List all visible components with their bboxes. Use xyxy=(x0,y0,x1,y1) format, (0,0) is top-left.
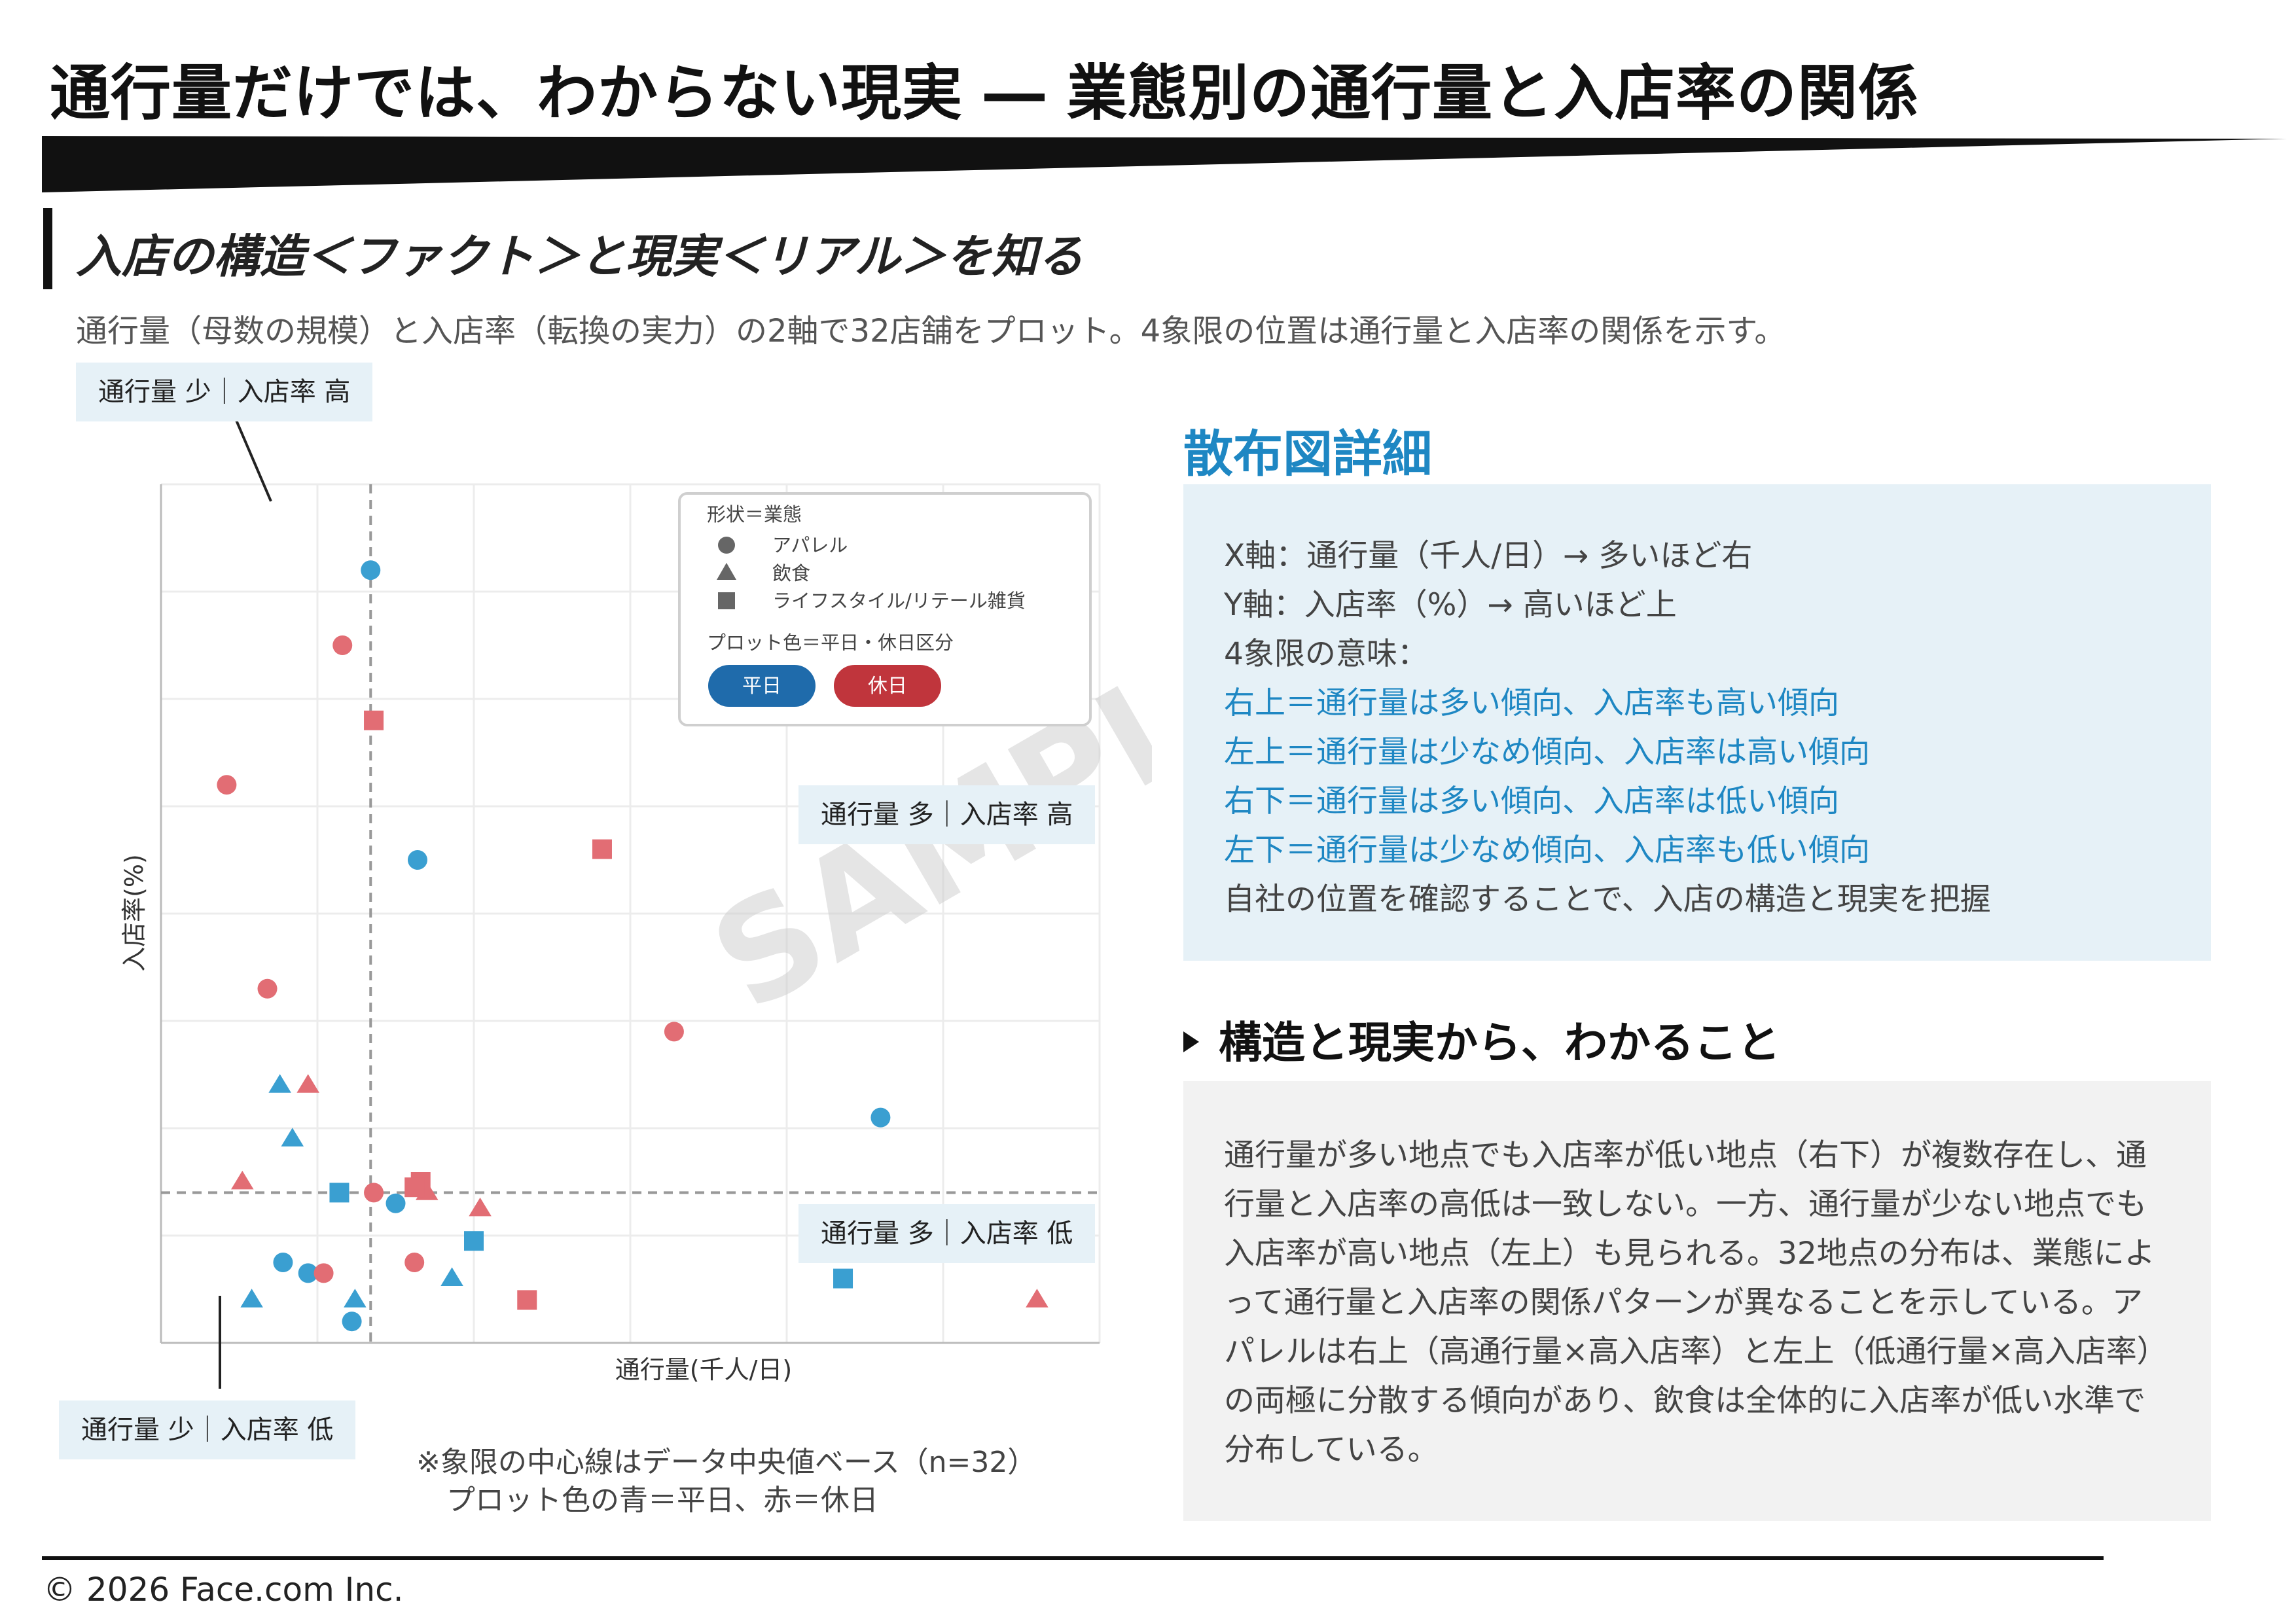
data-point-circle xyxy=(342,1311,362,1332)
detail-line-top-left: 左上＝通行量は少なめ傾向、入店率は高い傾向 xyxy=(1224,734,1870,770)
findings-title: 構造と現実から、わかること xyxy=(1183,1008,1780,1071)
chart-note: ※象限の中心線はデータ中央値ベース（n=32） プロット色の青＝平日、赤＝休日 xyxy=(416,1444,1036,1520)
legend-square-icon xyxy=(718,592,735,609)
section-subtitle: 通行量（母数の規模）と入店率（転換の実力）の2軸で32店舗をプロット。4象限の位… xyxy=(76,313,1786,349)
data-point-triangle xyxy=(240,1289,263,1308)
weekday-badge-label: 平日 xyxy=(742,675,781,698)
data-point-circle xyxy=(407,850,427,870)
detail-line-bottom-left: 左下＝通行量は少なめ傾向、入店率も低い傾向 xyxy=(1224,832,1870,868)
data-point-triangle xyxy=(296,1074,319,1093)
quadrant-label-bottom-left: 通行量 少｜入店率 低 xyxy=(59,1400,356,1459)
data-point-triangle xyxy=(1026,1289,1049,1308)
detail-line-bottom-right: 右下＝通行量は多い傾向、入店率は低い傾向 xyxy=(1224,783,1839,819)
legend-item-food: 飲食 xyxy=(772,562,810,584)
quadrant-label-top-right: 通行量 多｜入店率 高 xyxy=(798,785,1096,844)
leader-line-top-left xyxy=(234,418,272,502)
quadrant-label-top-left: 通行量 少｜入店率 高 xyxy=(76,363,373,421)
detail-line-top-right: 右上＝通行量は多い傾向、入店率も高い傾向 xyxy=(1224,685,1839,721)
data-point-circle xyxy=(257,978,278,999)
page-title: 通行量だけでは、わからない現実 ― 業態別の通行量と入店率の関係 xyxy=(50,58,1920,128)
legend-triangle-icon xyxy=(717,563,736,580)
data-point-circle xyxy=(870,1107,891,1128)
data-point-circle xyxy=(273,1253,293,1272)
detail-title: 散布図詳細 xyxy=(1183,425,1432,483)
data-point-triangle xyxy=(440,1267,463,1286)
holiday-badge-label: 休日 xyxy=(868,675,907,698)
chart-legend: 形状＝業態 アパレル 飲食 ライフスタイル/リテール雑貨 プロット色＝平日・休日… xyxy=(678,492,1092,726)
legend-color-title: プロット色＝平日・休日区分 xyxy=(707,632,954,654)
data-point-triangle xyxy=(344,1289,367,1308)
title-underline-bar xyxy=(42,136,2287,192)
data-point-circle xyxy=(404,1253,425,1272)
data-point-square xyxy=(517,1290,537,1310)
legend-item-apparel: アパレル xyxy=(772,534,848,556)
legend-shape-title: 形状＝業態 xyxy=(707,503,802,526)
footer-divider xyxy=(42,1556,2104,1560)
legend-item-lifestyle: ライフスタイル/リテール雑貨 xyxy=(772,590,1026,612)
data-point-circle xyxy=(664,1022,684,1042)
y-axis-label: 入店率(%) xyxy=(120,854,149,972)
data-point-circle xyxy=(314,1263,334,1283)
data-point-square xyxy=(404,1177,425,1198)
data-point-circle xyxy=(298,1263,318,1283)
data-point-square xyxy=(592,839,612,859)
data-point-square xyxy=(833,1268,853,1289)
data-point-circle xyxy=(217,775,237,795)
x-axis-label: 通行量(千人/日) xyxy=(615,1355,792,1384)
data-points xyxy=(217,560,1049,1332)
detail-panel: X軸：通行量（千人/日）→ 多いほど右 Y軸：入店率（%）→ 高いほど上 4象限… xyxy=(1183,484,2211,961)
scatter-chart: SAMPLE 通行量(千人/日) 入店率(%) 形状＝業態 アパレル 飲食 ライ… xyxy=(120,418,1152,1389)
data-point-circle xyxy=(361,560,381,580)
data-point-triangle xyxy=(281,1128,304,1147)
data-point-square xyxy=(329,1183,350,1203)
section-title: 入店の構造＜ファクト＞と現実＜リアル＞を知る xyxy=(76,230,1084,283)
data-point-circle xyxy=(364,1183,384,1203)
quadrant-label-bottom-right: 通行量 多｜入店率 低 xyxy=(798,1204,1096,1263)
data-point-circle xyxy=(386,1193,406,1213)
weekday-badge xyxy=(708,665,816,707)
detail-line-conclusion: 自社の位置を確認することで、入店の構造と現実を把握 xyxy=(1224,882,1991,918)
holiday-badge xyxy=(834,665,941,707)
data-point-circle xyxy=(332,635,353,655)
play-arrow-icon xyxy=(1183,1031,1199,1052)
data-point-triangle xyxy=(268,1074,291,1093)
chart-note-line-2: プロット色の青＝平日、赤＝休日 xyxy=(446,1484,878,1517)
detail-line-quadrant-heading: 4象限の意味： xyxy=(1224,636,1428,672)
data-point-triangle xyxy=(231,1170,254,1190)
detail-line-x-axis: X軸：通行量（千人/日）→ 多いほど右 xyxy=(1224,538,1753,574)
findings-title-text: 構造と現実から、わかること xyxy=(1219,1018,1780,1068)
legend-circle-icon xyxy=(718,537,735,554)
section-accent-bar xyxy=(43,208,52,289)
data-point-square xyxy=(364,710,384,730)
findings-text: 通行量が多い地点でも入店率が低い地点（右下）が複数存在し、通行量と入店率の高低は… xyxy=(1224,1137,2168,1468)
detail-line-y-axis: Y軸：入店率（%）→ 高いほど上 xyxy=(1224,587,1677,623)
data-point-triangle xyxy=(469,1197,492,1217)
findings-panel: 通行量が多い地点でも入店率が低い地点（右下）が複数存在し、通行量と入店率の高低は… xyxy=(1183,1081,2211,1521)
data-point-square xyxy=(464,1231,484,1251)
chart-note-line-1: ※象限の中心線はデータ中央値ベース（n=32） xyxy=(416,1446,1037,1479)
chart-axes xyxy=(160,484,1100,1344)
copyright: © 2026 Face.com Inc. xyxy=(43,1571,404,1609)
